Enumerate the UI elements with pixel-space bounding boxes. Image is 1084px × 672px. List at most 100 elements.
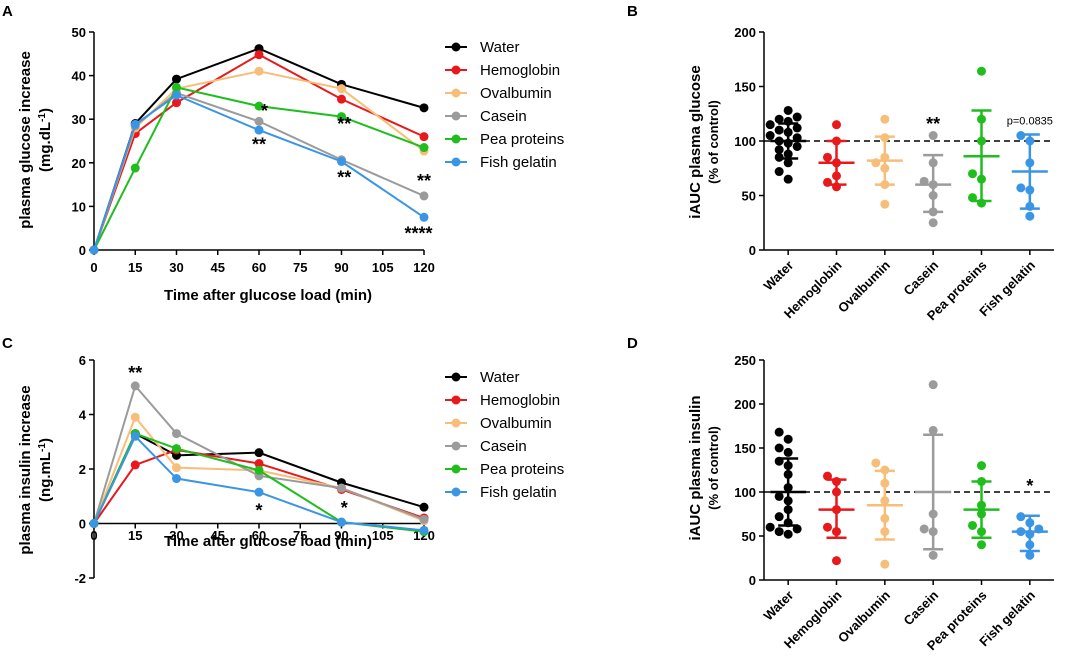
chart-d-data-point-casein [928,425,938,435]
chart-d-data-point-ovalbumin [880,527,890,537]
chart-c-series-point-fish-gelatin [254,487,264,497]
chart-d-data-point-fish-gelatin [1025,540,1035,550]
chart-c-series-point-ovalbumin [172,463,181,473]
chart-a-series-point-fish-gelatin [337,156,346,166]
chart-d-data-point-water [765,522,775,532]
chart-d-data-point-water [774,527,784,537]
chart-d-data-point-pea-proteins [977,527,986,537]
chart-c-legend-swatch-marker [451,464,461,474]
chart-d-data-point-pea-proteins [977,500,986,510]
chart-d-data-point-hemoglobin [832,527,841,537]
chart-b-data-point-casein [928,158,938,168]
chart-a-y-tick-label: 30 [72,112,86,127]
chart-c-x-tick-label: 30 [169,528,183,543]
chart-d-data-point-casein [928,550,938,560]
chart-c-x-tick-label: 0 [90,528,97,543]
chart-a-series-line-pea-proteins [93,86,425,251]
chart-b-data-point-ovalbumin [880,114,890,124]
chart-b-data-point-ovalbumin [880,199,890,209]
chart-b-data-point-water [783,158,793,168]
chart-a-y-axis-label: plasma glucose increase [17,51,34,229]
chart-a-significance-mark: ** [337,114,351,134]
chart-a-series-point-pea-proteins [419,143,429,153]
chart-a-x-tick-label: 75 [293,260,307,275]
chart-d-data-point-ovalbumin [880,478,890,488]
chart-a-series-point-ovalbumin [337,84,346,94]
chart-c-series-point-fish-gelatin [337,517,346,527]
chart-d-category-label-water: Water [760,588,796,624]
chart-a-legend-label-ovalbumin: Ovalbumin [480,85,552,102]
chart-d-category-label-ovalbumin: Ovalbumin [835,587,893,645]
chart-b-data-point-water [774,167,784,177]
chart-b-data-point-water [774,152,784,162]
chart-d-y-tick-label: 200 [734,397,756,412]
chart-a-legend-swatch-marker [451,65,461,75]
chart-d-data-point-fish-gelatin [1025,518,1035,528]
chart-a-x-tick-label: 0 [90,260,97,275]
chart-a-legend-swatch-marker [451,134,461,144]
chart-d-data-point-casein [928,380,938,390]
chart-c-series-point-casein [130,381,140,391]
chart-c-x-axis-label: Time after glucose load (min) [164,533,372,550]
chart-c-x-tick-label: 45 [211,528,225,543]
chart-c-legend-swatch-marker [451,395,461,405]
chart-a-legend-swatch-marker [451,88,461,98]
chart-d-data-point-pea-proteins [968,520,977,530]
panel-label-b: B [627,3,638,20]
chart-a-series-point-pea-proteins [254,101,264,111]
chart-d-data-point-water [783,461,793,471]
chart-a-series-point-water [419,103,429,113]
chart-b-data-point-ovalbumin [880,152,890,162]
chart-a-y-tick-label: 10 [72,199,86,214]
chart-a-significance-mark: ** [337,167,351,187]
chart-c-legend-label-hemoglobin: Hemoglobin [480,392,560,409]
chart-a-x-tick-label: 90 [334,260,348,275]
chart-b-data-point-fish-gelatin [1025,201,1035,211]
chart-a-significance-mark: * [261,101,268,121]
chart-a-x-tick-label: 120 [413,260,435,275]
chart-d-y-tick-label: 100 [734,485,756,500]
chart-d-data-point-water [783,529,793,539]
chart-c-significance-mark: ** [128,363,142,383]
chart-a-series-line-ovalbumin [93,70,425,251]
chart-a-x-axis-label: Time after glucose load (min) [164,287,372,304]
chart-d-data-point-water [774,512,784,522]
chart-a-significance-mark: ** [252,135,266,155]
chart-c-y-tick-label: -2 [74,571,86,586]
chart-c-y-axis-unit: (ng.mL-1) [37,438,55,502]
chart-d-y-tick-label: 250 [734,353,756,368]
chart-c-y-tick-label: 0 [79,517,86,532]
chart-a-series-line-fish-gelatin [93,94,425,251]
chart-a-y-axis-unit: (mg.dL-1) [37,108,55,172]
chart-a-series-point-casein [254,116,264,126]
chart-b-data-point-hemoglobin [832,120,841,130]
chart-d-data-point-ovalbumin [880,513,890,523]
chart-c-y-tick-label: 2 [79,462,86,477]
chart-d-data-point-pea-proteins [977,476,986,486]
chart-b-data-point-fish-gelatin [1016,183,1026,193]
chart-b-data-point-water [792,141,802,151]
chart-c-series-line-casein [93,383,425,524]
chart-a-series-line-casein [93,91,425,251]
chart-a-series-point-fish-gelatin [172,90,181,100]
chart-c-series-point-ovalbumin [130,412,140,422]
chart-b-y-tick-label: 50 [742,189,756,204]
chart-d-data-point-water [783,434,793,444]
chart-d-data-point-ovalbumin [880,559,890,569]
chart-c-series-point-fish-gelatin [89,519,99,528]
chart-a-x-tick-label: 15 [128,260,142,275]
chart-d-data-point-fish-gelatin [1025,529,1035,539]
chart-b-data-point-water [792,133,802,143]
chart-b-y-axis-unit: (% of control) [706,100,721,184]
chart-b-data-point-pea-proteins [968,169,977,179]
chart-b-data-point-pea-proteins [977,136,986,146]
chart-c-series-point-water [254,448,264,458]
chart-b-data-point-ovalbumin [871,158,881,168]
chart-c-significance-mark: * [341,498,348,518]
chart-c-legend-label-pea-proteins: Pea proteins [480,461,564,478]
chart-c-series-line-fish-gelatin [93,434,425,532]
chart-c-series-point-pea-proteins [254,465,264,475]
chart-d-y-tick-label: 0 [749,573,756,588]
chart-d-data-point-fish-gelatin [1016,512,1026,522]
